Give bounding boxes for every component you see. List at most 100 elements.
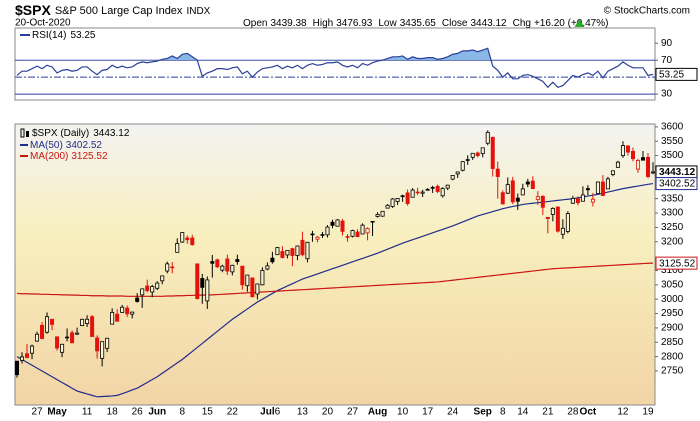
- candle-body: [220, 265, 225, 271]
- rsi-line: [16, 47, 654, 89]
- candle-body: [490, 136, 495, 169]
- candle-body: [480, 147, 485, 154]
- moving-average: [16, 182, 654, 398]
- candle-body: [275, 247, 280, 256]
- candle-body: [70, 332, 75, 344]
- x-tick-label: 19: [642, 407, 654, 418]
- candle-body: [585, 188, 590, 191]
- quote-label: Close: [442, 18, 468, 29]
- candle-body: [365, 228, 370, 234]
- price-tick-label: 2900: [661, 323, 684, 334]
- candle-body: [645, 156, 650, 177]
- quote-value: 3435.65: [400, 18, 437, 29]
- candle-body: [345, 236, 350, 238]
- quote-label: Low: [378, 18, 397, 29]
- candle-body: [620, 145, 625, 156]
- candle-body: [565, 213, 570, 232]
- quote-label: High: [313, 18, 334, 29]
- candle-body: [14, 360, 19, 376]
- candle-body: [555, 206, 560, 232]
- quote-value: 3443.12: [470, 18, 507, 29]
- candle-body: [160, 275, 165, 282]
- x-tick-label: 13: [297, 407, 309, 418]
- price-tick-label: 2950: [661, 308, 684, 319]
- labels-layer: $SPX S&P 500 Large Cap Index INDX © StockCh…: [15, 2, 698, 418]
- candle-body: [350, 230, 355, 237]
- legend-icon: [20, 128, 25, 138]
- price-tick-label: 3350: [661, 193, 684, 204]
- candle-body: [115, 313, 120, 322]
- candle-body: [130, 311, 135, 315]
- candle-body: [305, 241, 310, 260]
- candle-body: [35, 333, 40, 342]
- candle-body: [390, 198, 395, 207]
- candle-body: [85, 318, 90, 324]
- up-arrow: [574, 19, 585, 27]
- candle-body: [640, 157, 645, 161]
- candle-body: [150, 286, 155, 293]
- legend-value: 3443.12: [93, 128, 130, 139]
- rsi-tag: 53.25: [659, 70, 684, 81]
- x-tick-label: 15: [202, 407, 214, 418]
- quote-label: Open: [243, 18, 267, 29]
- candle-body: [170, 266, 175, 269]
- x-tick-label: 21: [542, 407, 554, 418]
- price-tick-label: 2850: [661, 337, 684, 348]
- candle-body: [235, 259, 240, 262]
- x-tick-label: 24: [447, 407, 459, 418]
- candle-body: [55, 336, 60, 349]
- candle-body: [610, 170, 615, 175]
- candle-body: [105, 337, 110, 349]
- candle-body: [455, 171, 460, 175]
- candle-body: [180, 232, 185, 243]
- candle-body: [155, 282, 160, 289]
- candle-body: [20, 356, 25, 361]
- candle-body: [145, 285, 150, 291]
- x-tick-label: Aug: [368, 407, 387, 418]
- exchange: INDX: [186, 6, 210, 17]
- candle-body: [285, 249, 290, 256]
- candle-body: [125, 307, 130, 315]
- candle-body: [320, 234, 325, 236]
- legend-name: RSI(14): [32, 30, 66, 41]
- legend-value: 3402.52: [66, 140, 103, 151]
- index-name: S&P 500 Large Cap Index: [55, 5, 183, 17]
- candle-body: [355, 231, 360, 237]
- x-tick-label: 14: [517, 407, 529, 418]
- candle-body: [385, 204, 390, 209]
- price-tick-label: 3550: [661, 136, 684, 147]
- candle-body: [270, 257, 275, 263]
- ma-tag-box: [655, 256, 698, 270]
- rsi-tick-label: 90: [661, 38, 673, 49]
- candle-body: [400, 195, 405, 198]
- legend-name: MA(50): [30, 140, 63, 151]
- candle-body: [651, 171, 656, 174]
- candle-body: [215, 259, 220, 268]
- candle-body: [625, 145, 630, 153]
- candle-body: [535, 196, 540, 200]
- candle-body: [440, 188, 445, 197]
- candle-body: [25, 353, 30, 358]
- price-tick-label: 3250: [661, 222, 684, 233]
- close-tag: 3443.12: [659, 167, 696, 178]
- x-tick-label: 26: [132, 407, 144, 418]
- x-tick-label: 12: [617, 407, 629, 418]
- x-tick-label: 27: [31, 407, 43, 418]
- legend-name: MA(200): [30, 151, 68, 162]
- candle-body: [510, 180, 515, 203]
- candle-body: [80, 318, 85, 326]
- candle-body: [425, 189, 430, 191]
- price-legend: $SPX (Daily) 3443.12: [32, 128, 130, 139]
- x-tick-label: 8: [500, 407, 506, 418]
- x-tick-label: 22: [227, 407, 239, 418]
- candle-body: [240, 265, 245, 286]
- candle-body: [90, 316, 95, 337]
- quote: Open 3439.38 High 3476.93 Low 3435.65 Close 344…: [243, 18, 608, 29]
- candle-body: [495, 168, 500, 177]
- candle-body: [370, 220, 375, 223]
- x-tick-label: 28: [567, 407, 579, 418]
- price-tick-label: 3200: [661, 236, 684, 247]
- candle-body: [225, 258, 230, 272]
- price-tick-label: 3100: [661, 265, 684, 276]
- candle-body: [445, 184, 450, 189]
